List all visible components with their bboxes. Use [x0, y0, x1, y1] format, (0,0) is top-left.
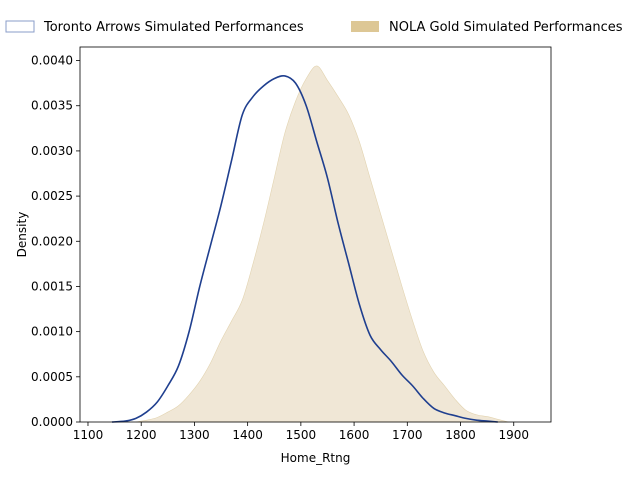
y-tick-label: 0.0040	[31, 54, 73, 68]
series-layer	[111, 65, 509, 423]
y-tick-label: 0.0010	[31, 325, 73, 339]
x-tick-label: 1400	[232, 428, 263, 442]
legend-swatch-nola	[351, 21, 379, 32]
series-line-toronto-arrows	[111, 74, 498, 423]
y-axis-label: Density	[15, 212, 29, 258]
x-axis: 1100 1200 1300 1400 1500 1600 1700 1800 1900	[73, 422, 529, 442]
legend: Toronto Arrows Simulated Performances NO…	[5, 20, 623, 35]
y-tick-label: 0.0020	[31, 234, 73, 248]
y-tick-label: 0.0035	[31, 99, 73, 113]
x-tick-label: 1700	[392, 428, 423, 442]
legend-label-toronto: Toronto Arrows Simulated Performances	[43, 20, 304, 35]
y-tick-label: 0.0005	[31, 370, 73, 384]
y-tick-label: 0.0025	[31, 189, 73, 203]
x-tick-label: 1600	[339, 428, 370, 442]
plot-frame	[79, 46, 552, 423]
series-area-nola-gold	[135, 65, 509, 423]
x-tick-label: 1100	[73, 428, 104, 442]
plot-area	[79, 46, 552, 423]
x-tick-label: 1300	[179, 428, 210, 442]
legend-label-nola: NOLA Gold Simulated Performances	[389, 20, 623, 35]
y-tick-label: 0.0000	[31, 415, 73, 429]
x-tick-label: 1800	[445, 428, 476, 442]
legend-swatch-toronto	[5, 20, 35, 33]
x-tick-label: 1200	[126, 428, 157, 442]
y-tick-label: 0.0015	[31, 279, 73, 293]
y-axis: 0.0000 0.0005 0.0010 0.0015 0.0020 0.0025 0.00…	[31, 54, 80, 429]
x-tick-label: 1500	[286, 428, 317, 442]
y-tick-label: 0.0030	[31, 144, 73, 158]
x-tick-label: 1900	[498, 428, 529, 442]
x-axis-label: Home_Rtng	[281, 451, 351, 465]
